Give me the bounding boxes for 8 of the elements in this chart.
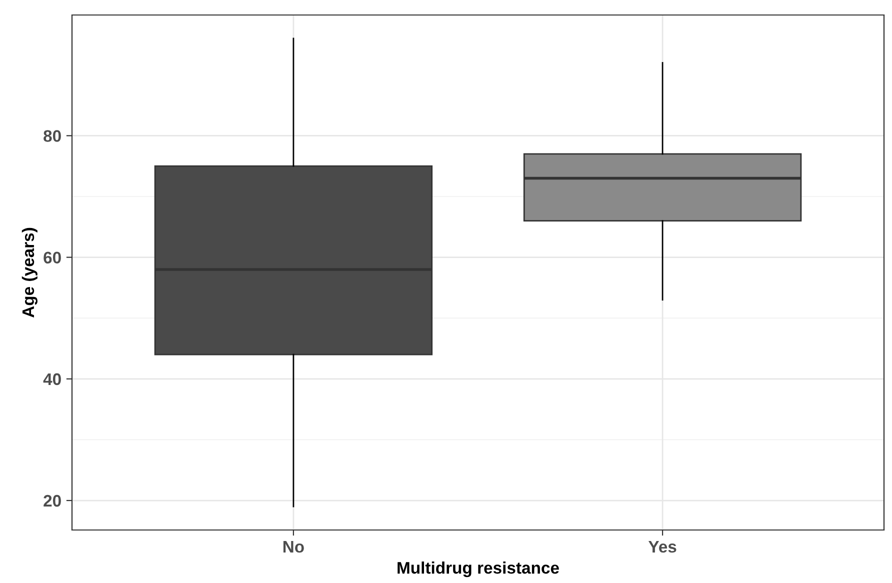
y-axis-title: Age (years)	[22, 228, 38, 318]
y-tick-label: 20	[44, 494, 61, 507]
x-axis-title: Multidrug resistance	[398, 562, 559, 578]
y-tick-label: 40	[43, 373, 61, 386]
x-tick-label: No	[283, 541, 304, 553]
y-tick-label: 80	[44, 130, 61, 142]
y-tick-label: 60	[44, 252, 61, 264]
x-tick-label: Yes	[648, 541, 676, 553]
